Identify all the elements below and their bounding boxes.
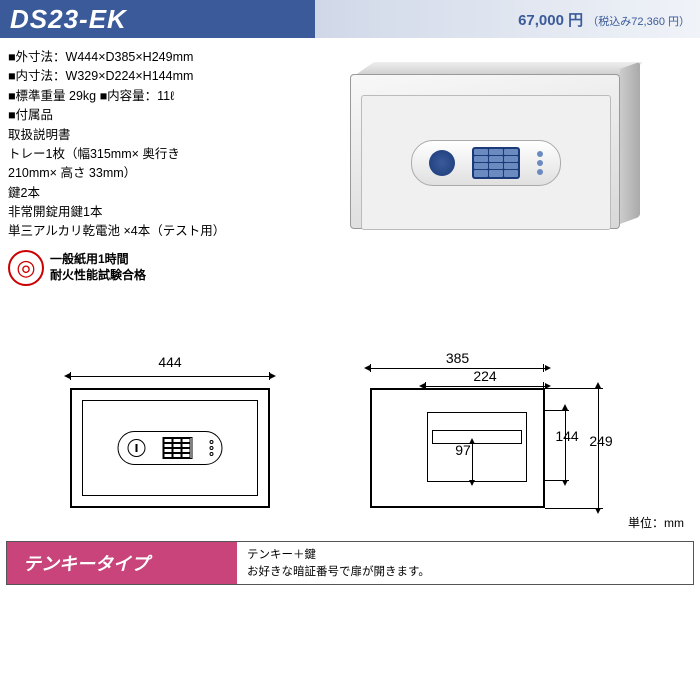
- product-image: [298, 48, 692, 286]
- spec-line: ■標準重量 29kg ■内容量：11ℓ: [8, 87, 298, 106]
- cert-text: 一般紙用1時間 耐火性能試験合格: [50, 252, 146, 283]
- spec-line: ■外寸法：W444×D385×H249mm: [8, 48, 298, 67]
- spec-line: ■内寸法：W329×D224×H144mm: [8, 67, 298, 86]
- spec-line: 鍵2本: [8, 184, 298, 203]
- dim-side-height: 249: [586, 433, 616, 449]
- cert-line2: 耐火性能試験合格: [50, 268, 146, 284]
- certification-badge: 一般紙用1時間 耐火性能試験合格: [8, 250, 298, 286]
- spec-line: ■付属品: [8, 106, 298, 125]
- spec-line: 取扱説明書: [8, 126, 298, 145]
- spec-line: 210mm× 高さ 33mm）: [8, 164, 298, 183]
- dim-side-mid: 97: [448, 442, 478, 458]
- footer-bar: テンキータイプ テンキー＋鍵 お好きな暗証番号で扉が開きます。: [6, 541, 694, 585]
- fire-cert-icon: [8, 250, 44, 286]
- cert-line1: 一般紙用1時間: [50, 252, 146, 268]
- spec-line: 非常開錠用鍵1本: [8, 203, 298, 222]
- safe-illustration: [350, 64, 640, 234]
- keypad-icon: [472, 147, 520, 179]
- desc-line2: お好きな暗証番号で扉が開きます。: [247, 564, 683, 581]
- dim-front-width: 444: [70, 354, 270, 370]
- spec-line: 単三アルカリ乾電池 ×4本（テスト用）: [8, 222, 298, 241]
- dim-side-inner-depth: 224: [425, 368, 545, 384]
- spec-list: ■外寸法：W444×D385×H249mm ■内寸法：W329×D224×H14…: [8, 48, 298, 286]
- dim-side-inner-height: 144: [552, 428, 582, 444]
- price-tax: （税込み72,360 円）: [587, 16, 690, 28]
- type-description: テンキー＋鍵 お好きな暗証番号で扉が開きます。: [237, 542, 693, 584]
- desc-line1: テンキー＋鍵: [247, 547, 683, 564]
- model-title: DS23-EK: [0, 4, 127, 35]
- indicator-lights-icon: [537, 151, 543, 175]
- spec-line: トレー1枚（幅315mm× 奥行き: [8, 145, 298, 164]
- dim-side-depth: 385: [370, 350, 545, 366]
- header-bar: DS23-EK 67,000 円 （税込み72,360 円）: [0, 0, 700, 38]
- side-diagram: 385 224 97 144 249: [370, 358, 630, 508]
- price: 67,000 円 （税込み72,360 円）: [518, 9, 690, 30]
- dimension-diagrams: 444 385 224 97 144: [0, 290, 700, 510]
- content-row: ■外寸法：W444×D385×H249mm ■内寸法：W329×D224×H14…: [0, 38, 700, 290]
- price-main: 67,000 円: [518, 12, 583, 29]
- keyhole-icon: [429, 150, 455, 176]
- type-badge: テンキータイプ: [7, 542, 237, 584]
- front-diagram: 444: [70, 358, 270, 508]
